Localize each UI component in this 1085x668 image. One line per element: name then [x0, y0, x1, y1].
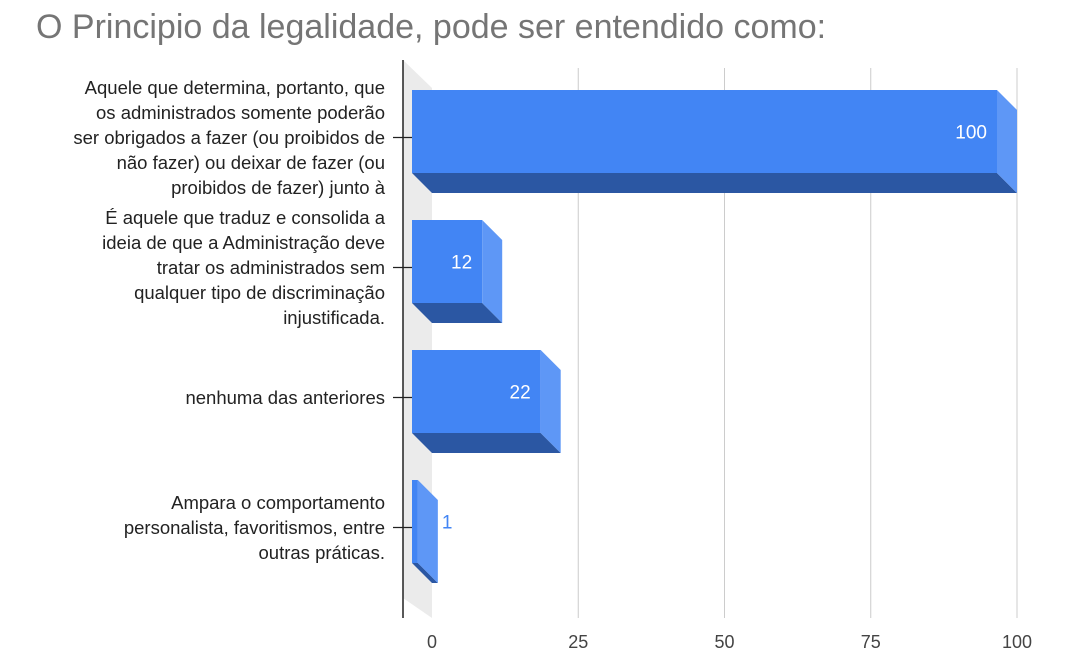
bar-bottom-face: [412, 303, 503, 323]
bar-bottom-face: [412, 173, 1017, 193]
bar-side-face: [482, 220, 503, 323]
category-label: Ampara o comportamento personalista, fav…: [123, 492, 385, 563]
x-tick-label: 75: [861, 632, 881, 652]
category-label: É aquele que traduz e consolida a ideia …: [102, 207, 385, 328]
x-tick-label: 100: [1002, 632, 1032, 652]
x-tick-label: 25: [568, 632, 588, 652]
x-tick-label: 50: [714, 632, 734, 652]
bar-bottom-face: [412, 433, 561, 453]
bar-front: [412, 220, 483, 303]
chart-title: O Principio da legalidade, pode ser ente…: [36, 8, 827, 46]
bar-front: [412, 480, 418, 563]
x-tick-label: 0: [427, 632, 437, 652]
category-label: nenhuma das anteriores: [185, 387, 385, 408]
bar-front: [412, 90, 997, 173]
bar-side-face: [997, 90, 1017, 193]
bar-data-label: 1: [442, 513, 453, 534]
category-label: Aquele que determina, portanto, que os a…: [73, 77, 385, 198]
bar-side-face: [540, 350, 561, 453]
bar-data-label: 22: [510, 383, 531, 404]
chart-back-wall: [403, 60, 432, 618]
bar-data-label: 12: [451, 253, 472, 274]
bar-side-face: [417, 480, 438, 583]
bar-front: [412, 350, 541, 433]
bar-bottom-face: [412, 563, 438, 583]
bar-data-label: 100: [955, 123, 987, 144]
